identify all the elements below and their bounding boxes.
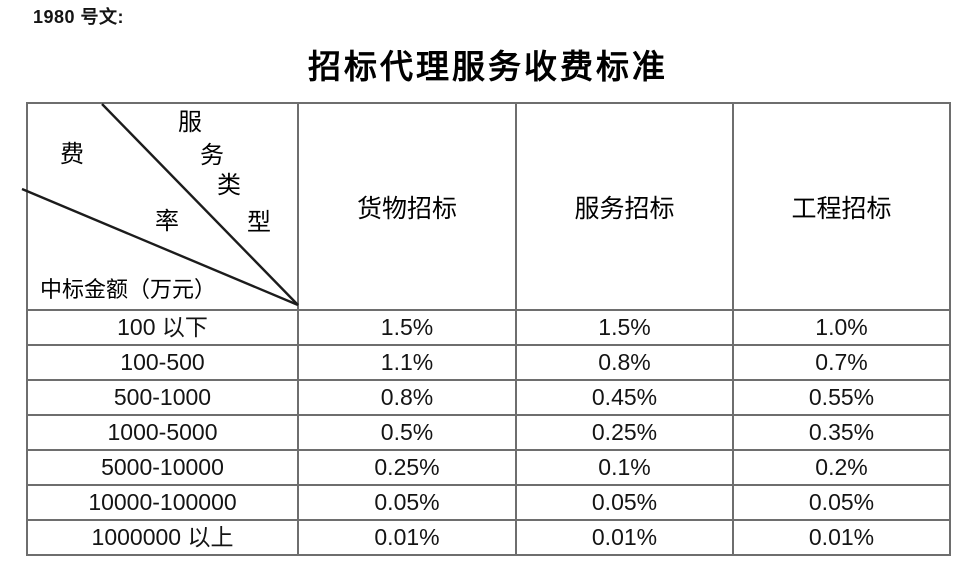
doc-number-label: 1980 号文: [33, 7, 125, 27]
fee-value-cell: 1.0% [732, 309, 951, 346]
fee-value-cell: 0.1% [515, 449, 734, 486]
fee-value-cell: 0.45% [515, 379, 734, 416]
fee-value-cell: 0.5% [297, 414, 517, 451]
service-type-char-2: 务 [200, 143, 224, 169]
row-label: 1000000 以上 [26, 519, 299, 556]
fee-value-cell: 0.01% [297, 519, 517, 556]
corner-header-cell: 服 务 类 型 费 率 中标金额（万元） [21, 102, 299, 311]
row-label: 5000-10000 [26, 449, 299, 486]
table-row: 500-1000 0.8% 0.45% 0.55% [26, 379, 951, 416]
table-row: 100 以下 1.5% 1.5% 1.0% [26, 309, 951, 346]
diagonal-divider-lines [21, 103, 299, 307]
fee-value-cell: 0.01% [515, 519, 734, 556]
fee-value-cell: 0.01% [732, 519, 951, 556]
row-label: 1000-5000 [26, 414, 299, 451]
fee-value-cell: 1.5% [297, 309, 517, 346]
service-type-char-3: 类 [217, 173, 241, 199]
fee-value-cell: 0.05% [515, 484, 734, 521]
fee-value-cell: 0.2% [732, 449, 951, 486]
fee-value-cell: 0.55% [732, 379, 951, 416]
column-header-service-bidding: 服务招标 [515, 102, 734, 311]
header-row: 服 务 类 型 费 率 中标金额（万元） 货物招标 服务招标 工程招标 [21, 102, 951, 311]
column-header-works-bidding: 工程招标 [732, 102, 951, 311]
fee-rate-char-1: 费 [60, 142, 84, 168]
table-row: 1000-5000 0.5% 0.25% 0.35% [26, 414, 951, 451]
page-title: 招标代理服务收费标准 [308, 50, 668, 86]
column-header-goods-bidding: 货物招标 [297, 102, 517, 311]
fee-value-cell: 0.25% [515, 414, 734, 451]
fee-value-cell: 0.7% [732, 344, 951, 381]
fee-value-cell: 0.25% [297, 449, 517, 486]
row-label: 10000-100000 [26, 484, 299, 521]
fee-value-cell: 0.35% [732, 414, 951, 451]
fee-table: 服 务 类 型 费 率 中标金额（万元） 货物招标 服务招标 工程招标 100 … [21, 102, 951, 556]
table-row: 5000-10000 0.25% 0.1% 0.2% [26, 449, 951, 486]
table-row: 100-500 1.1% 0.8% 0.7% [26, 344, 951, 381]
fee-value-cell: 0.05% [297, 484, 517, 521]
fee-value-cell: 0.8% [515, 344, 734, 381]
service-type-char-4: 型 [247, 210, 271, 236]
bid-amount-axis-label: 中标金额（万元） [40, 277, 217, 302]
fee-rate-char-2: 率 [155, 209, 179, 235]
row-label: 500-1000 [26, 379, 299, 416]
fee-value-cell: 1.1% [297, 344, 517, 381]
fee-value-cell: 0.8% [297, 379, 517, 416]
fee-value-cell: 0.05% [732, 484, 951, 521]
service-type-char-1: 服 [178, 110, 202, 136]
fee-value-cell: 1.5% [515, 309, 734, 346]
table-row: 10000-100000 0.05% 0.05% 0.05% [26, 484, 951, 521]
table-row: 1000000 以上 0.01% 0.01% 0.01% [26, 519, 951, 556]
row-label: 100 以下 [26, 309, 299, 346]
row-label: 100-500 [26, 344, 299, 381]
